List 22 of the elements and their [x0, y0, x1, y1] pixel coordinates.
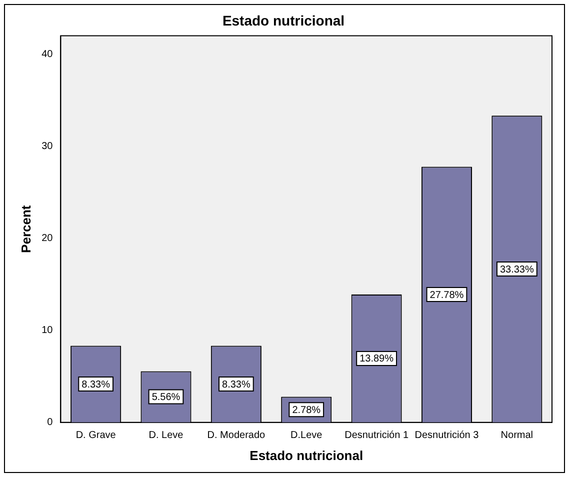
data-label: 5.56% [152, 392, 180, 404]
x-tick-label: Desnutrición 3 [414, 430, 480, 442]
x-tick-label: Normal [500, 430, 534, 442]
x-tick-label: Desnutrición 1 [344, 430, 409, 442]
data-label: 8.33% [222, 379, 250, 390]
x-tick-label: D. Leve [148, 430, 184, 442]
y-tick-label: 10 [42, 325, 54, 336]
y-tick-label: 30 [42, 141, 54, 152]
y-tick-label: 40 [42, 48, 54, 60]
data-label: 33.33% [500, 264, 534, 276]
data-label: 8.33% [82, 379, 110, 390]
data-label: 13.89% [360, 354, 394, 365]
x-tick-label: D. Grave [76, 430, 116, 442]
x-tick-label: D. Moderado [207, 430, 266, 442]
y-tick-label: 0 [47, 417, 54, 428]
chart-title: Estado nutricional [222, 12, 345, 28]
data-label: 27.78% [430, 290, 464, 301]
y-axis-title: Percent [18, 204, 34, 253]
x-axis-title: Estado nutricional [250, 448, 364, 463]
data-label: 2.78% [292, 404, 321, 416]
y-tick-label: 20 [42, 233, 54, 244]
x-tick-label: D.Leve [290, 430, 323, 442]
